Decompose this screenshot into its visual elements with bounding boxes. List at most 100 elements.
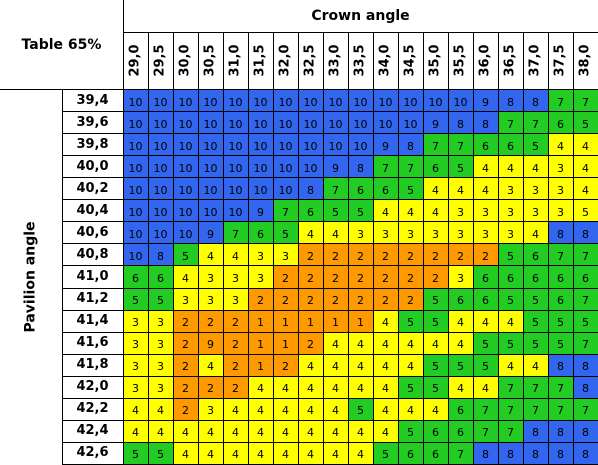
grid-line xyxy=(62,441,598,443)
grade-cell: 10 xyxy=(398,89,423,112)
pavilion-angle-title-area: Pavilion angle xyxy=(0,89,62,464)
grade-cell: 10 xyxy=(148,111,173,134)
crown-angle-tick-label: 36,5 xyxy=(503,44,519,77)
pavilion-angle-tick: 40,0 xyxy=(76,158,109,174)
grade-cell: 10 xyxy=(348,111,373,134)
grade-cell: 2 xyxy=(173,353,198,376)
grade-cell: 4 xyxy=(273,419,298,442)
grade-cell: 5 xyxy=(573,111,598,134)
grade-cell: 10 xyxy=(173,199,198,222)
grade-cell: 3 xyxy=(123,375,148,398)
grade-cell: 6 xyxy=(498,133,523,156)
grade-cell: 10 xyxy=(298,111,323,134)
grade-cell: 4 xyxy=(398,353,423,376)
grade-cell: 4 xyxy=(373,353,398,376)
grade-cell: 2 xyxy=(373,287,398,310)
grade-cell: 6 xyxy=(348,177,373,200)
grade-cell: 8 xyxy=(148,243,173,266)
grade-cell: 3 xyxy=(423,221,448,244)
grade-cell: 3 xyxy=(348,221,373,244)
grade-cell: 2 xyxy=(348,287,373,310)
grade-cell: 8 xyxy=(523,419,548,442)
grade-cell: 8 xyxy=(548,419,573,442)
grade-cell: 4 xyxy=(298,441,323,464)
grade-cell: 4 xyxy=(398,199,423,222)
grade-cell: 10 xyxy=(173,155,198,178)
grid-line xyxy=(323,32,324,465)
crown-angle-tick: 36,0 xyxy=(473,32,498,89)
grade-cell: 10 xyxy=(323,133,348,156)
grade-cell: 10 xyxy=(423,89,448,112)
grade-cell: 2 xyxy=(373,243,398,266)
grade-cell: 5 xyxy=(498,243,523,266)
grade-cell: 10 xyxy=(148,177,173,200)
grade-cell: 10 xyxy=(123,155,148,178)
grade-cell: 4 xyxy=(273,441,298,464)
grade-cell: 4 xyxy=(373,331,398,354)
grade-cell: 4 xyxy=(423,177,448,200)
grade-cell: 6 xyxy=(448,287,473,310)
grade-cell: 10 xyxy=(223,133,248,156)
grade-cell: 10 xyxy=(248,155,273,178)
grade-cell: 5 xyxy=(423,353,448,376)
grade-cell: 7 xyxy=(373,155,398,178)
grade-cell: 4 xyxy=(373,199,398,222)
grid-line xyxy=(62,243,598,245)
pavilion-angle-tick: 40,4 xyxy=(76,202,109,218)
grid-line xyxy=(448,32,449,465)
grade-cell: 10 xyxy=(173,89,198,112)
crown-angle-tick: 35,5 xyxy=(448,32,473,89)
pavilion-angle-tick: 41,2 xyxy=(76,291,109,307)
crown-angle-tick: 35,0 xyxy=(423,32,448,89)
pavilion-angle-tick: 41,0 xyxy=(76,268,109,284)
grade-cell: 4 xyxy=(323,397,348,420)
grade-cell: 2 xyxy=(323,265,348,288)
grade-cell: 10 xyxy=(273,133,298,156)
grade-cell: 3 xyxy=(498,177,523,200)
grade-cell: 2 xyxy=(298,243,323,266)
grade-cell: 7 xyxy=(523,397,548,420)
grade-cell: 10 xyxy=(398,111,423,134)
grid-line xyxy=(473,32,474,465)
grade-cell: 10 xyxy=(123,133,148,156)
grade-cell: 4 xyxy=(323,221,348,244)
grade-cell: 3 xyxy=(223,265,248,288)
grade-cell: 8 xyxy=(473,441,498,464)
grade-cell: 10 xyxy=(248,89,273,112)
grade-cell: 10 xyxy=(198,199,223,222)
grade-cell: 10 xyxy=(148,133,173,156)
grade-cell: 6 xyxy=(423,419,448,442)
grade-cell: 6 xyxy=(473,133,498,156)
grade-cell: 1 xyxy=(273,331,298,354)
grade-cell: 4 xyxy=(423,199,448,222)
crown-angle-tick-label: 34,0 xyxy=(378,44,394,77)
grade-cell: 10 xyxy=(323,111,348,134)
grade-cell: 4 xyxy=(523,155,548,178)
grid-line xyxy=(62,265,598,267)
grade-cell: 5 xyxy=(398,177,423,200)
grade-cell: 6 xyxy=(548,265,573,288)
grade-cell: 5 xyxy=(573,199,598,222)
grade-cell: 9 xyxy=(473,89,498,112)
grade-cell: 3 xyxy=(548,155,573,178)
grade-cell: 10 xyxy=(223,155,248,178)
grade-cell: 5 xyxy=(398,375,423,398)
grade-cell: 6 xyxy=(148,265,173,288)
grade-cell: 10 xyxy=(273,155,298,178)
grade-cell: 7 xyxy=(573,243,598,266)
grade-cell: 7 xyxy=(573,331,598,354)
grade-cell: 5 xyxy=(273,221,298,244)
grade-cell: 5 xyxy=(523,287,548,310)
grade-cell: 2 xyxy=(273,287,298,310)
grade-cell: 7 xyxy=(498,111,523,134)
grade-cell: 5 xyxy=(523,133,548,156)
grade-cell: 8 xyxy=(448,111,473,134)
grade-cell: 4 xyxy=(248,375,273,398)
grade-cell: 1 xyxy=(248,353,273,376)
grade-cell: 1 xyxy=(273,309,298,332)
grade-cell: 3 xyxy=(548,177,573,200)
crown-angle-tick-label: 32,0 xyxy=(278,44,294,77)
crown-angle-tick: 37,5 xyxy=(548,32,573,89)
grade-cell: 2 xyxy=(173,309,198,332)
